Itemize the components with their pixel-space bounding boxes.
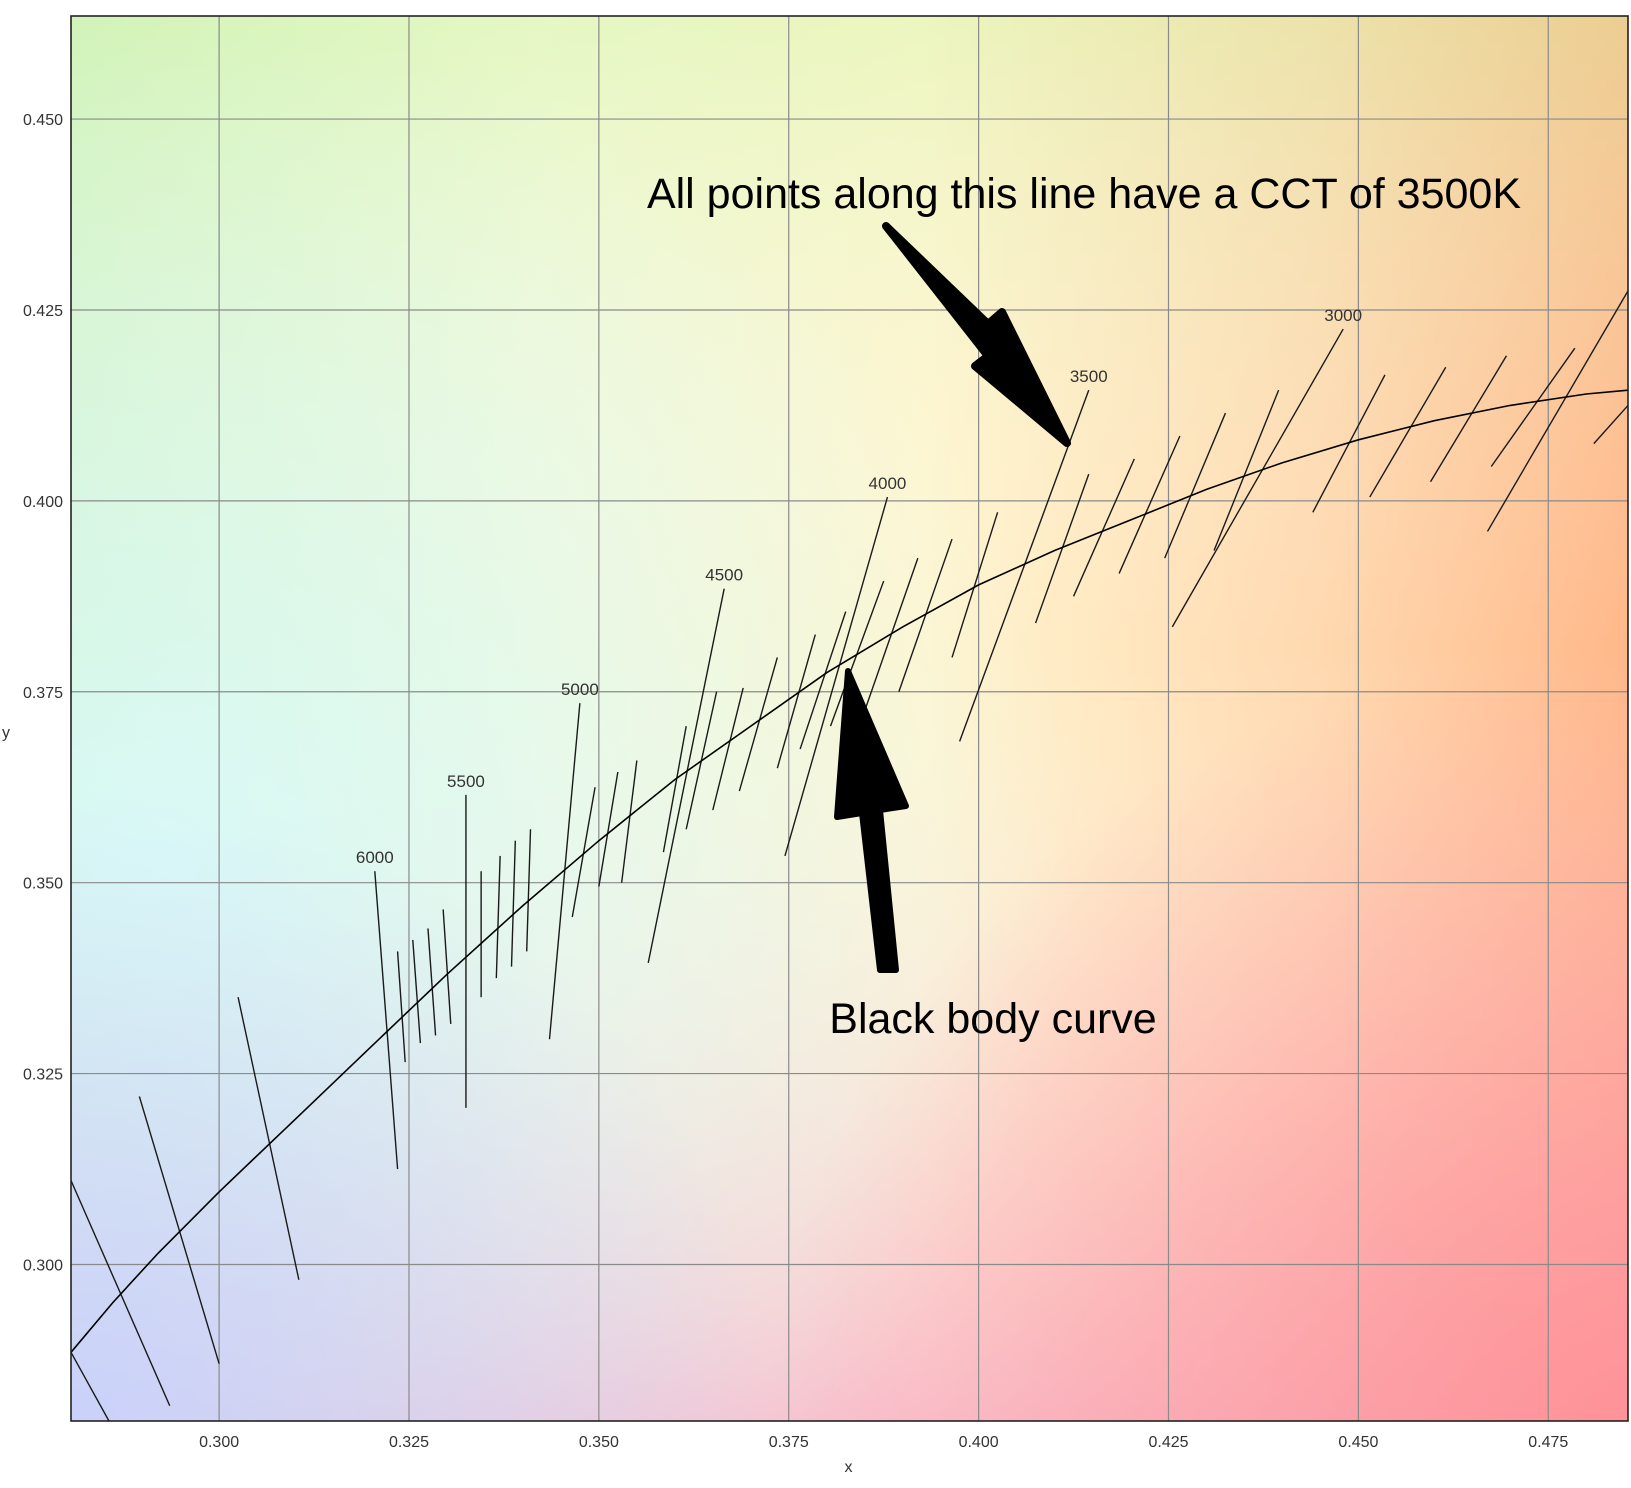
isotherm-line-14 (548, 703, 581, 1040)
isotherm-line-17 (620, 760, 638, 883)
isotherm-line-6 (412, 939, 422, 1044)
isotherm-line-15 (571, 787, 596, 918)
y-tick-label-4: 0.400 (23, 494, 63, 511)
x-tick-label-2: 0.350 (579, 1434, 619, 1451)
isotherm-line-31 (1034, 473, 1090, 624)
isotherm-line-18 (647, 588, 725, 963)
isotherm-label-4500: 4500 (705, 566, 743, 585)
isotherm-line-42 (1593, 404, 1629, 445)
isotherm-line-29 (951, 512, 999, 658)
isotherm-line-37 (1312, 374, 1386, 513)
x-tick-label-1: 0.325 (389, 1434, 429, 1451)
isotherm-line-5 (396, 951, 406, 1063)
y-tick-label-3: 0.375 (23, 685, 63, 702)
isotherm-line-22 (738, 657, 779, 792)
isotherm-line-24 (784, 496, 889, 857)
isotherm-line-7 (427, 928, 437, 1036)
isotherm-line-4 (374, 871, 399, 1170)
isotherm-line-28 (898, 538, 953, 693)
y-tick-label-0: 0.300 (23, 1257, 63, 1274)
isotherm-line-32 (1072, 458, 1135, 597)
y-tick-label-2: 0.350 (23, 876, 63, 893)
annotation-cct-line-text: All points along this line have a CCT of… (647, 170, 1521, 218)
annotation-arrow-cct (882, 222, 1071, 447)
plot-frame (70, 15, 1629, 1422)
isotherm-label-4000: 4000 (869, 474, 907, 493)
isotherm-line-16 (598, 771, 619, 887)
grid (71, 16, 1628, 1421)
isotherm-line-2 (138, 1096, 220, 1364)
isotherm-label-5500: 5500 (447, 772, 485, 791)
isotherm-line-41 (1486, 290, 1629, 532)
isotherm-line-8 (442, 909, 452, 1024)
x-tick-label-5: 0.425 (1148, 1434, 1188, 1451)
isotherm-line-12 (510, 840, 517, 967)
isotherm-label-3500: 3500 (1070, 367, 1108, 386)
isotherm-line-19 (662, 726, 687, 853)
y-tick-label-5: 0.425 (23, 303, 63, 320)
isotherm-line-36 (1171, 328, 1344, 628)
isotherm-label-5000: 5000 (561, 680, 599, 699)
x-tick-label-0: 0.300 (199, 1434, 239, 1451)
isotherm-line-34 (1164, 412, 1227, 559)
black-body-curve-layer (70, 389, 1629, 1353)
isotherm-line-25 (799, 611, 847, 750)
isotherm-line-40 (1490, 347, 1576, 467)
x-tick-label-4: 0.400 (959, 1434, 999, 1451)
isotherm-line-30 (958, 389, 1090, 742)
isotherm-line-23 (776, 634, 816, 769)
isotherm-line-33 (1118, 435, 1181, 574)
isotherm-line-0 (70, 1180, 171, 1407)
isotherm-line-21 (712, 687, 744, 811)
axes: 0.300 0.325 0.350 0.375 0.400 0.425 0.450 0.475… (2, 15, 1629, 1476)
y-tick-label-1: 0.325 (23, 1067, 63, 1084)
isotherm-line-38 (1369, 366, 1447, 498)
isotherm-label-3000: 3000 (1324, 306, 1362, 325)
isotherm-line-3 (237, 997, 300, 1280)
isotherm-lines: 6000 5500 5000 4500 4000 3500 3000 (70, 290, 1629, 1422)
x-tick-label-6: 0.450 (1338, 1434, 1378, 1451)
isotherm-line-13 (526, 829, 532, 952)
black-body-curve (70, 389, 1629, 1353)
annotation-arrow-black-body (834, 668, 909, 973)
isotherm-label-6000: 6000 (356, 848, 394, 867)
isotherm-line-39 (1429, 355, 1508, 483)
x-tick-label-3: 0.375 (769, 1434, 809, 1451)
x-tick-label-7: 0.475 (1528, 1434, 1568, 1451)
isotherm-line-11 (495, 855, 501, 979)
annotations: All points along this line have a CCT of… (647, 170, 1521, 1043)
annotation-black-body-text: Black body curve (829, 995, 1156, 1043)
isotherm-line-35 (1213, 389, 1280, 551)
isotherm-line-1 (70, 1351, 110, 1422)
y-tick-label-6: 0.450 (23, 112, 63, 129)
y-axis-label: y (2, 725, 10, 742)
x-axis-label: x (845, 1459, 853, 1476)
